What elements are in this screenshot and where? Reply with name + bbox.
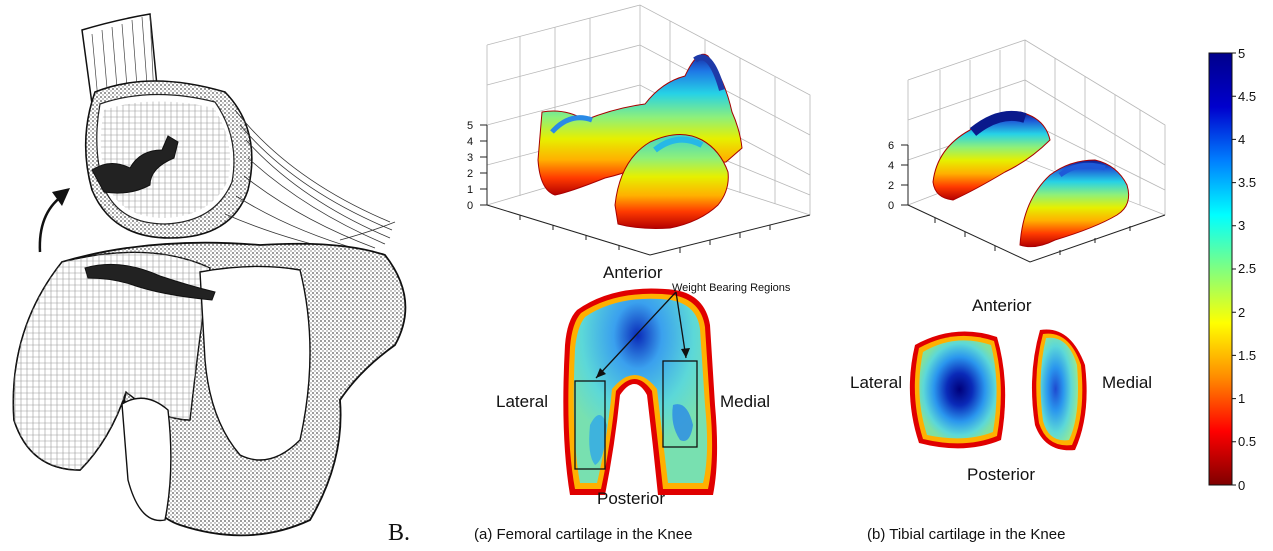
- femoral-cartilage-defect: [84, 263, 216, 301]
- lateral-weight-bearing-region: [574, 380, 606, 470]
- tibial-z-tick-labels: 6 4 2 0: [888, 140, 894, 212]
- z-tick: 3: [467, 152, 473, 164]
- colorbar-gradient: [1208, 52, 1233, 486]
- panel-letter: B.: [388, 520, 411, 546]
- femoral-thickness-map: [563, 288, 718, 495]
- colorbar-tick: 5: [1238, 46, 1245, 61]
- ligament-fibers: [224, 109, 396, 253]
- axes-front: [901, 144, 1166, 263]
- femoral-z-tick-labels: 5 4 3 2 1 0: [467, 120, 473, 212]
- axes-front: [480, 124, 811, 256]
- femoral-surface: [537, 53, 743, 229]
- femoral-anterior-label: Anterior: [603, 263, 663, 282]
- colorbar-tick: 4: [1238, 132, 1245, 147]
- z-tick: 2: [467, 168, 473, 180]
- annotation-arrows: [595, 291, 690, 379]
- tibial-3d-surface-plot: 6 4 2 0: [888, 39, 1166, 263]
- femoral-caption: (a) Femoral cartilage in the Knee: [474, 526, 693, 543]
- colorbar-tick-labels: 5 4.5 4 3.5 3 2.5 2 1.5 1 0.5 0: [1238, 46, 1256, 493]
- colorbar: 5 4.5 4 3.5 3 2.5 2 1.5 1 0.5 0: [1208, 46, 1256, 493]
- tibial-caption: (b) Tibial cartilage in the Knee: [867, 526, 1066, 543]
- femoral-lateral-label: Lateral: [496, 392, 548, 411]
- z-tick: 2: [888, 180, 894, 192]
- femoral-posterior-label: Posterior: [597, 489, 666, 508]
- tibial-lateral-label: Lateral: [850, 373, 902, 392]
- femoral-3d-surface-plot: 5 4 3 2 1 0: [467, 4, 811, 256]
- z-tick: 4: [467, 136, 473, 148]
- tibial-surface: [932, 110, 1130, 248]
- medial-weight-bearing-region: [662, 360, 698, 448]
- colorbar-tick: 3.5: [1238, 175, 1256, 190]
- colorbar-tick: 1.5: [1238, 348, 1256, 363]
- z-tick: 6: [888, 140, 894, 152]
- rotation-arrow-icon: [38, 188, 70, 253]
- tibial-anterior-label: Anterior: [972, 296, 1032, 315]
- colorbar-tick: 4.5: [1238, 89, 1256, 104]
- colorbar-tick: 0: [1238, 478, 1245, 493]
- tibial-thickness-map-medial: [1031, 329, 1087, 451]
- femoral-map-shape: [563, 288, 718, 495]
- distal-femur: [12, 241, 407, 537]
- z-tick: 5: [467, 120, 473, 132]
- tibial-posterior-label: Posterior: [967, 465, 1036, 484]
- z-tick: 0: [467, 200, 473, 212]
- weight-bearing-annotation: Weight Bearing Regions: [672, 282, 791, 294]
- z-tick: 1: [467, 184, 473, 196]
- colorbar-tick: 0.5: [1238, 434, 1256, 449]
- tibial-medial-label: Medial: [1102, 373, 1153, 392]
- patella: [84, 80, 253, 239]
- knee-anatomy-illustration: [12, 13, 407, 537]
- tibial-thickness-map-lateral: [909, 331, 1006, 449]
- colorbar-tick: 2: [1238, 305, 1245, 320]
- colorbar-tick: 3: [1238, 218, 1245, 233]
- patella-cartilage-defect: [91, 135, 179, 194]
- z-tick: 0: [888, 200, 894, 212]
- femoral-medial-label: Medial: [720, 392, 771, 411]
- z-tick: 4: [888, 160, 894, 172]
- colorbar-tick: 1: [1238, 391, 1245, 406]
- colorbar-tick: 2.5: [1238, 261, 1256, 276]
